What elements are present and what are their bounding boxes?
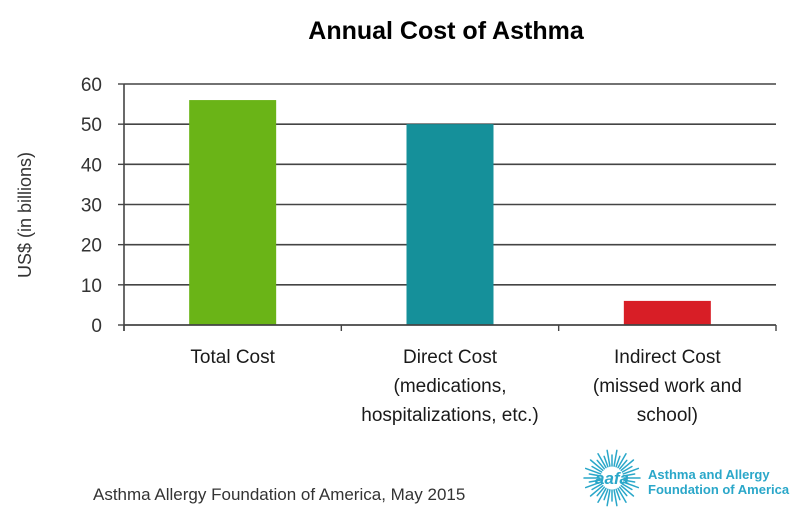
y-tick-label: 10	[81, 276, 102, 297]
chart-title: Annual Cost of Asthma	[308, 17, 585, 45]
logo-ray	[615, 455, 621, 468]
logo-ray	[620, 459, 635, 472]
logo-mark: aafa	[595, 469, 629, 488]
logo-line-1: Asthma and Allergy	[648, 467, 770, 482]
logo-ray	[588, 473, 601, 477]
axes	[123, 84, 777, 331]
bar-3	[623, 300, 711, 325]
category-label: Indirect Cost	[614, 347, 721, 368]
aafa-logo: aafa Asthma and Allergy Foundation of Am…	[583, 449, 790, 507]
logo-ray	[623, 479, 636, 483]
logo-ray	[613, 489, 618, 507]
logo-ray	[606, 449, 611, 467]
logo-ray	[589, 459, 604, 472]
logo-ray	[584, 481, 602, 489]
logo-ray	[620, 484, 635, 497]
logo-ray	[622, 467, 640, 475]
logo-ray	[603, 488, 609, 501]
logo-ray	[603, 455, 609, 468]
bar-1	[189, 100, 277, 325]
category-label: (medications,	[394, 376, 507, 397]
category-label: Total Cost	[190, 347, 275, 368]
category-label: school)	[637, 405, 698, 426]
logo-ray	[621, 483, 633, 491]
logo-ray	[584, 467, 602, 475]
logo-ray	[622, 481, 640, 489]
y-tick-label: 0	[91, 316, 102, 337]
logo-ray	[617, 453, 627, 469]
y-tick-label: 30	[81, 196, 102, 217]
logo-ray	[618, 486, 628, 497]
y-tick-label: 50	[81, 115, 102, 136]
logo-ray	[615, 488, 621, 501]
logo-ray	[606, 489, 611, 507]
logo-ray	[613, 449, 618, 467]
category-labels: Total Cost Direct Cost (medications, hospit…	[190, 347, 741, 426]
logo-ray	[623, 473, 636, 477]
category-label: Direct Cost	[403, 347, 498, 368]
logo-ray	[597, 487, 607, 503]
logo-ray	[591, 483, 603, 491]
category-label: hospitalizations, etc.)	[361, 405, 538, 426]
y-tick-label: 20	[81, 236, 102, 257]
source-note: Asthma Allergy Foundation of America, Ma…	[93, 485, 465, 504]
logo-ray	[596, 459, 606, 470]
y-tick-label: 60	[81, 75, 102, 96]
logo-ray	[617, 487, 627, 503]
logo-burst-icon	[583, 449, 641, 507]
bars	[189, 100, 711, 326]
logo-ray	[589, 484, 604, 497]
y-tick-label: 40	[81, 155, 102, 176]
bar-2	[406, 124, 494, 326]
logo-ray	[621, 465, 633, 473]
y-axis-label: US$ (in billions)	[15, 152, 35, 278]
logo-ray	[591, 465, 603, 473]
logo-ray	[618, 459, 628, 470]
logo-ray	[597, 453, 607, 469]
y-axis-ticks: 0 10 20 30 40 50 60	[81, 75, 124, 337]
logo-ray	[596, 486, 606, 497]
logo-ray	[588, 479, 601, 483]
category-label: (missed work and	[593, 376, 742, 397]
logo-line-2: Foundation of America	[648, 482, 790, 497]
